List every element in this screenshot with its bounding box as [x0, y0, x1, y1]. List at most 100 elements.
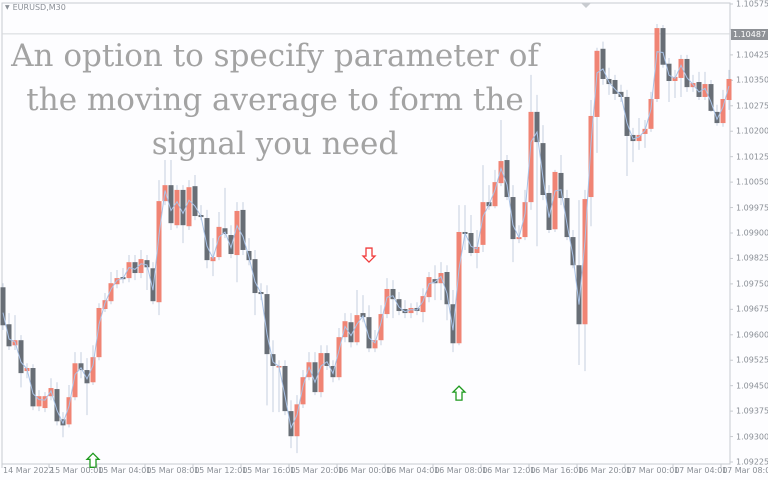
- x-tick-label: 16 Mar 08:00: [434, 466, 488, 475]
- bull-candle: [648, 91, 654, 132]
- candle-body: [510, 197, 516, 240]
- bear-candle: [660, 25, 666, 68]
- x-tick-label: 17 Mar 08:00: [722, 466, 768, 475]
- bear-candle: [396, 292, 402, 316]
- bull-candle: [156, 180, 162, 316]
- x-tick-label: 16 Mar 12:00: [482, 466, 536, 475]
- candle-body: [84, 370, 90, 384]
- bull-candle: [672, 69, 678, 98]
- symbol-text: EURUSD,M30: [12, 3, 66, 12]
- bear-candle: [402, 300, 408, 319]
- candle-body: [312, 362, 318, 393]
- candle-body: [342, 321, 348, 338]
- candle-body: [78, 363, 84, 371]
- y-tick-label: 1.10575: [736, 0, 768, 9]
- bear-candle: [540, 125, 546, 201]
- candle-body: [624, 96, 630, 136]
- bull-candle: [234, 202, 240, 283]
- candle-body: [252, 259, 258, 294]
- candle-body: [474, 246, 480, 254]
- candle-body: [294, 404, 300, 437]
- candle-body: [354, 315, 360, 343]
- candle-body: [570, 237, 576, 266]
- y-tick-label: 1.09675: [736, 304, 768, 314]
- bear-candle: [414, 302, 420, 316]
- x-tick-label: 15 Mar 12:00: [194, 466, 248, 475]
- candle-body: [126, 262, 132, 279]
- x-tick-label: 15 Mar 16:00: [242, 466, 296, 475]
- bull-candle: [336, 327, 342, 381]
- bull-candle: [588, 100, 594, 227]
- bear-candle: [312, 352, 318, 396]
- x-tick-label: 17 Mar 00:00: [626, 466, 680, 475]
- bear-candle: [624, 89, 630, 177]
- bull-candle: [552, 169, 558, 232]
- y-tick-label: 1.09900: [736, 228, 768, 238]
- bull-candle: [408, 303, 414, 319]
- bull-candle: [318, 345, 324, 398]
- y-tick-label: 1.09825: [736, 253, 768, 263]
- bear-candle: [60, 412, 66, 438]
- bull-candle: [438, 262, 444, 301]
- candle-body: [468, 233, 474, 254]
- bear-candle: [330, 360, 336, 383]
- candle-body: [168, 185, 174, 224]
- candle-body: [588, 115, 594, 198]
- symbol-label[interactable]: ▼ EURUSD,M30: [5, 3, 66, 12]
- candle-body: [108, 283, 114, 302]
- candle-body: [192, 186, 198, 217]
- x-tick-label: 16 Mar 16:00: [530, 466, 584, 475]
- y-tick-label: 1.10425: [736, 50, 768, 60]
- candle-body: [72, 363, 78, 398]
- bear-candle: [666, 57, 672, 103]
- bull-candle: [372, 330, 378, 353]
- candle-body: [498, 161, 504, 184]
- bull-candle: [726, 69, 732, 110]
- y-tick-label: 1.09225: [736, 457, 768, 467]
- candle-body: [216, 226, 222, 258]
- candle-body: [540, 143, 546, 196]
- bull-candle: [426, 272, 432, 303]
- candle-body: [594, 50, 600, 117]
- candle-body: [576, 265, 582, 325]
- dropdown-triangle-icon[interactable]: ▼: [5, 4, 10, 11]
- candle-body: [648, 98, 654, 129]
- candle-body: [558, 172, 564, 199]
- bear-candle: [696, 71, 702, 101]
- candle-body: [318, 353, 324, 393]
- bear-candle: [282, 360, 288, 416]
- candle-body: [714, 111, 720, 124]
- bear-candle: [546, 185, 552, 233]
- candle-body: [492, 182, 498, 207]
- bull-candle: [186, 180, 192, 230]
- candle-body: [348, 322, 354, 343]
- bull-candle: [678, 54, 684, 97]
- candle-body: [666, 63, 672, 82]
- bear-candle: [390, 280, 396, 319]
- candle-body: [720, 98, 726, 124]
- bull-candle: [216, 211, 222, 261]
- bear-candle: [618, 84, 624, 103]
- bull-candle: [636, 117, 642, 150]
- moving-average-line: [2, 51, 730, 430]
- y-tick-label: 1.09750: [736, 279, 768, 289]
- bull-candle: [354, 289, 360, 346]
- x-tick-label: 16 Mar 20:00: [578, 466, 632, 475]
- bear-candle: [708, 79, 714, 112]
- overlay-caption: An option to specify parameter of the mo…: [0, 34, 550, 166]
- bear-candle: [84, 358, 90, 416]
- bear-candle: [576, 200, 582, 365]
- chart-shift-marker-icon[interactable]: [581, 3, 591, 8]
- candle-body: [612, 79, 618, 94]
- x-tick-label: 15 Mar 08:00: [146, 466, 200, 475]
- buy-arrow-icon: [451, 385, 467, 401]
- bear-candle: [600, 41, 606, 85]
- candle-body: [204, 218, 210, 261]
- bull-candle: [702, 71, 708, 101]
- candle-body: [522, 202, 528, 238]
- bull-candle: [174, 185, 180, 229]
- candle-body: [432, 279, 438, 284]
- candle-body: [264, 294, 270, 355]
- candle-body: [528, 111, 534, 203]
